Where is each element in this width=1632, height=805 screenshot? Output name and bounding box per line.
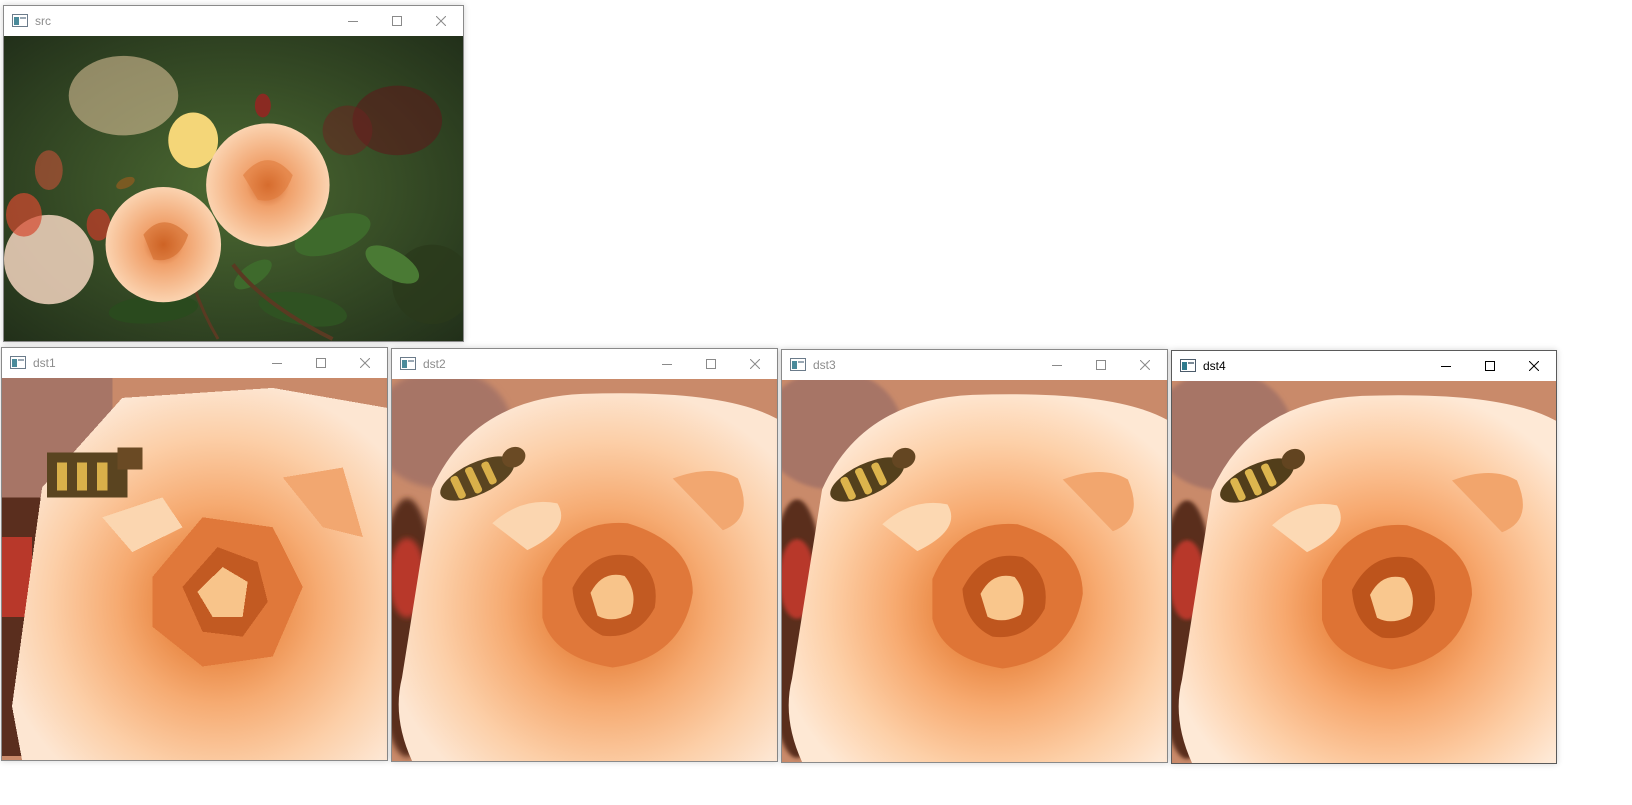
maximize-icon xyxy=(315,358,326,368)
image-display xyxy=(392,379,777,761)
minimize-button[interactable] xyxy=(1034,350,1079,380)
close-button[interactable] xyxy=(418,6,463,36)
minimize-icon xyxy=(1051,365,1062,366)
maximize-button[interactable] xyxy=(374,6,419,36)
maximize-button[interactable] xyxy=(1078,350,1123,380)
window-title: dst3 xyxy=(813,358,836,372)
close-button[interactable] xyxy=(1122,350,1167,380)
window-dst3[interactable]: dst3 xyxy=(781,349,1168,763)
rose-closeup-image xyxy=(1172,381,1556,763)
app-window-icon[interactable] xyxy=(1180,359,1196,372)
maximize-icon xyxy=(1095,360,1106,370)
window-dst4[interactable]: dst4 xyxy=(1171,350,1557,764)
image-display xyxy=(4,36,463,341)
maximize-button[interactable] xyxy=(1467,351,1512,381)
minimize-icon xyxy=(661,364,672,365)
title-bar[interactable]: dst1 xyxy=(2,348,387,378)
minimize-button[interactable] xyxy=(254,348,299,378)
title-bar[interactable]: dst2 xyxy=(392,349,777,379)
minimize-icon xyxy=(347,21,358,22)
title-bar[interactable]: dst3 xyxy=(782,350,1167,380)
title-bar[interactable]: src xyxy=(4,6,463,36)
app-window-icon[interactable] xyxy=(10,356,26,369)
window-title: dst2 xyxy=(423,357,446,371)
app-window-icon[interactable] xyxy=(790,358,806,371)
close-button[interactable] xyxy=(732,349,777,379)
image-display xyxy=(782,380,1167,762)
minimize-button[interactable] xyxy=(644,349,689,379)
close-icon xyxy=(749,359,760,369)
rose-garden-image xyxy=(4,36,463,341)
close-icon xyxy=(359,358,370,368)
window-title: src xyxy=(35,14,51,28)
minimize-button[interactable] xyxy=(1423,351,1468,381)
window-src[interactable]: src xyxy=(3,5,464,342)
image-display xyxy=(2,378,387,760)
title-bar[interactable]: dst4 xyxy=(1172,351,1556,381)
app-window-icon[interactable] xyxy=(12,14,28,27)
rose-closeup-image xyxy=(782,380,1167,762)
maximize-button[interactable] xyxy=(688,349,733,379)
minimize-icon xyxy=(1440,366,1451,367)
rose-closeup-image xyxy=(392,379,777,761)
window-dst1[interactable]: dst1 xyxy=(1,347,388,761)
maximize-button[interactable] xyxy=(298,348,343,378)
close-icon xyxy=(1139,360,1150,370)
minimize-button[interactable] xyxy=(330,6,375,36)
rose-closeup-image xyxy=(2,378,387,760)
maximize-icon xyxy=(391,16,402,26)
close-icon xyxy=(435,16,446,26)
maximize-icon xyxy=(1484,361,1495,371)
minimize-icon xyxy=(271,363,282,364)
close-button[interactable] xyxy=(1511,351,1556,381)
maximize-icon xyxy=(705,359,716,369)
window-dst2[interactable]: dst2 xyxy=(391,348,778,762)
window-title: dst1 xyxy=(33,356,56,370)
close-icon xyxy=(1528,361,1539,371)
window-title: dst4 xyxy=(1203,359,1226,373)
app-window-icon[interactable] xyxy=(400,357,416,370)
image-display xyxy=(1172,381,1556,763)
close-button[interactable] xyxy=(342,348,387,378)
